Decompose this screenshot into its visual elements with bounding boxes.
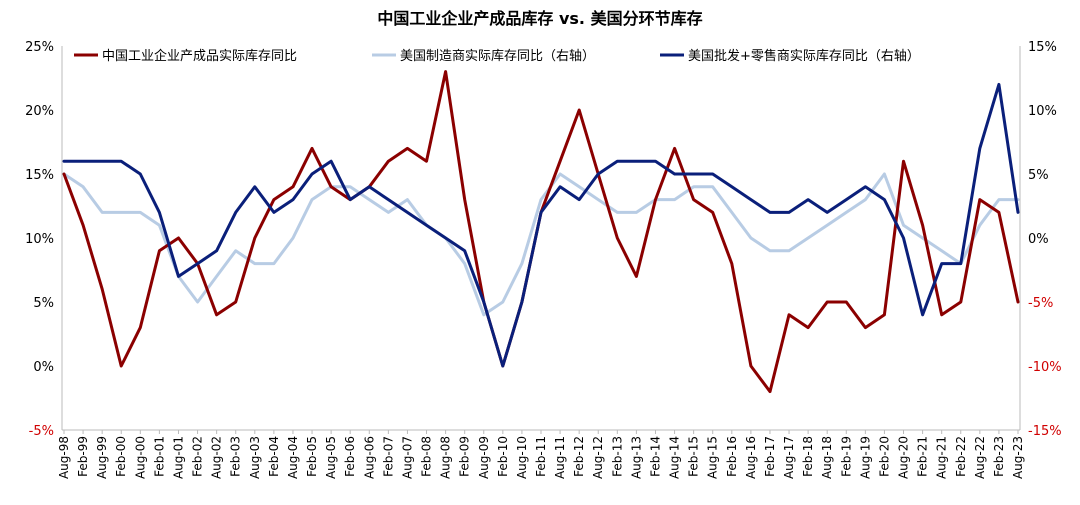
x-tick-label: Feb-16	[725, 436, 739, 477]
x-tick-label: Aug-99	[95, 436, 109, 479]
x-tick-label: Aug-13	[629, 436, 643, 479]
x-tick-label: Feb-09	[458, 436, 472, 477]
x-tick-label: Feb-11	[534, 436, 548, 477]
x-tick-label: Aug-20	[897, 436, 911, 479]
x-tick-label: Aug-16	[744, 436, 758, 479]
legend: 中国工业企业产成品实际库存同比 美国制造商实际库存同比（右轴） 美国批发+零售商实际…	[74, 48, 920, 64]
left-y-tick-label: 25%	[25, 40, 54, 55]
x-tick-label: Feb-19	[839, 436, 853, 477]
x-tick-label: Aug-02	[210, 436, 224, 479]
x-tick-label: Feb-13	[610, 436, 624, 477]
x-tick-label: Aug-03	[248, 436, 262, 479]
axes: 25% 20% 15% 10% 5% 0% -5% 15% 10% 5% 0% -5% -10% -15%…	[25, 40, 1062, 479]
x-tick-label: Feb-03	[229, 436, 243, 477]
x-tick-label: Feb-07	[381, 436, 395, 477]
x-tick-label: Aug-05	[324, 436, 338, 479]
x-tick-label: Aug-01	[171, 436, 185, 479]
x-tick-label: Aug-09	[477, 436, 491, 479]
x-tick-label: Aug-17	[782, 436, 796, 479]
series-line-2	[62, 82, 1020, 368]
x-tick-label: Feb-18	[801, 436, 815, 477]
x-tick-label: Feb-10	[496, 436, 510, 477]
legend-label: 美国批发+零售商实际库存同比（右轴）	[688, 48, 920, 64]
series-line-0	[62, 70, 1020, 394]
x-tick-label: Aug-04	[286, 436, 300, 479]
left-y-tick-label: 5%	[33, 296, 54, 311]
x-tick-label: Feb-12	[572, 436, 586, 477]
x-tick-label: Feb-04	[267, 436, 281, 477]
chart-title: 中国工业企业产成品库存 vs. 美国分环节库存	[377, 9, 702, 28]
left-y-tick-label: 20%	[25, 104, 54, 119]
series-lines	[62, 70, 1020, 394]
left-y-tick-label: 15%	[25, 168, 54, 183]
x-tick-label: Aug-23	[1011, 436, 1025, 479]
left-y-tick-label: -5%	[29, 424, 54, 439]
x-tick-label: Feb-05	[305, 436, 319, 477]
right-y-tick-label: 5%	[1028, 168, 1049, 183]
x-tick-label: Feb-06	[343, 436, 357, 477]
x-tick-label: Aug-08	[439, 436, 453, 479]
x-tick-label: Feb-08	[420, 436, 434, 477]
right-y-tick-label: -5%	[1028, 296, 1053, 311]
x-tick-label: Aug-06	[362, 436, 376, 479]
x-tick-label: Aug-10	[515, 436, 529, 479]
x-tick-label: Aug-00	[133, 436, 147, 479]
x-tick-label: Feb-23	[992, 436, 1006, 477]
x-tick-label: Aug-12	[591, 436, 605, 479]
x-tick-label: Aug-21	[935, 436, 949, 479]
x-tick-label: Aug-11	[553, 436, 567, 479]
x-tick-label: Feb-01	[152, 436, 166, 477]
x-tick-label: Feb-15	[687, 436, 701, 477]
left-y-tick-label: 10%	[25, 232, 54, 247]
legend-label: 中国工业企业产成品实际库存同比	[102, 48, 297, 64]
x-tick-label: Aug-22	[973, 436, 987, 479]
x-tick-label: Aug-18	[820, 436, 834, 479]
right-y-tick-label: -15%	[1028, 424, 1062, 439]
x-tick-label: Feb-17	[763, 436, 777, 477]
right-y-tick-label: 15%	[1028, 40, 1057, 55]
x-tick-label: Feb-21	[916, 436, 930, 477]
x-tick-label: Feb-22	[954, 436, 968, 477]
x-tick-label: Feb-02	[191, 436, 205, 477]
right-y-tick-label: -10%	[1028, 360, 1062, 375]
x-tick-label: Feb-99	[76, 436, 90, 477]
right-y-tick-label: 10%	[1028, 104, 1057, 119]
x-tick-label: Feb-20	[877, 436, 891, 477]
x-tick-label: Aug-14	[668, 436, 682, 479]
x-tick-label: Aug-07	[400, 436, 414, 479]
right-y-tick-label: 0%	[1028, 232, 1049, 247]
x-tick-label: Feb-14	[648, 436, 662, 477]
x-tick-label: Aug-98	[57, 436, 71, 479]
series-line-1	[62, 172, 1020, 317]
x-tick-label: Aug-19	[858, 436, 872, 479]
x-tick-label: Feb-00	[114, 436, 128, 477]
left-y-tick-label: 0%	[33, 360, 54, 375]
x-tick-label: Aug-15	[706, 436, 720, 479]
legend-label: 美国制造商实际库存同比（右轴）	[400, 48, 595, 64]
